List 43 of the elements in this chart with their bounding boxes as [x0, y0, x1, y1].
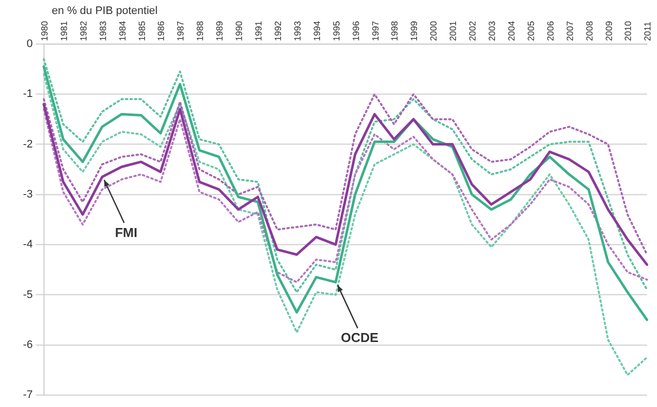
x-tick-label: 1990 — [234, 20, 244, 42]
x-tick-label: 1982 — [78, 20, 88, 42]
x-tick-label: 1983 — [98, 20, 108, 42]
x-tick-label: 2000 — [428, 20, 439, 42]
x-tick-label: 1994 — [312, 20, 322, 42]
x-tick-label: 2002 — [468, 20, 478, 42]
x-tick-label: 1986 — [156, 20, 166, 42]
x-tick-label: 1988 — [195, 20, 206, 42]
y-tick-label: -5 — [23, 288, 33, 301]
x-tick-label: 2007 — [564, 20, 575, 42]
x-tick-label: 2008 — [584, 20, 594, 42]
x-tick-label: 2005 — [526, 20, 536, 42]
x-tick-label: 1989 — [214, 20, 225, 42]
x-tick-label: 2010 — [623, 20, 634, 42]
x-tick-label: 1981 — [58, 20, 69, 42]
annotation: FMI — [114, 224, 138, 240]
x-tick-label: 2011 — [642, 22, 653, 42]
x-tick-label: 2001 — [448, 20, 458, 42]
x-tick-label: 1996 — [350, 20, 361, 42]
x-tick-label: 2009 — [604, 20, 614, 42]
y-tick-label: -2 — [23, 138, 33, 150]
x-tick-label: 1992 — [272, 20, 283, 42]
y-tick-label: -7 — [23, 389, 33, 402]
x-tick-label: 1997 — [370, 20, 380, 42]
x-tick-label: 2006 — [545, 20, 556, 42]
y-tick-label: -4 — [23, 238, 33, 251]
x-tick-label: 1980 — [39, 20, 50, 42]
annotation: OCDE — [340, 330, 379, 346]
y-tick-label: -1 — [23, 88, 33, 100]
x-tick-label: 1991 — [254, 20, 264, 42]
x-tick-label: 1987 — [176, 20, 186, 42]
y-tick-label: 0 — [26, 38, 33, 50]
x-tick-label: 2003 — [487, 20, 498, 42]
x-tick-label: 1993 — [292, 20, 302, 42]
x-tick-label: 1999 — [409, 20, 420, 42]
x-tick-label: 1998 — [390, 20, 400, 42]
y-tick-label: -3 — [23, 188, 33, 200]
x-tick-label: 1985 — [136, 20, 147, 42]
x-tick-label: 1995 — [331, 20, 342, 42]
y-axis-title: en % du PIB potentiel — [52, 5, 158, 17]
x-tick-label: 1984 — [117, 20, 128, 42]
x-tick-label: 2004 — [506, 20, 516, 42]
y-tick-label: -6 — [23, 338, 33, 351]
